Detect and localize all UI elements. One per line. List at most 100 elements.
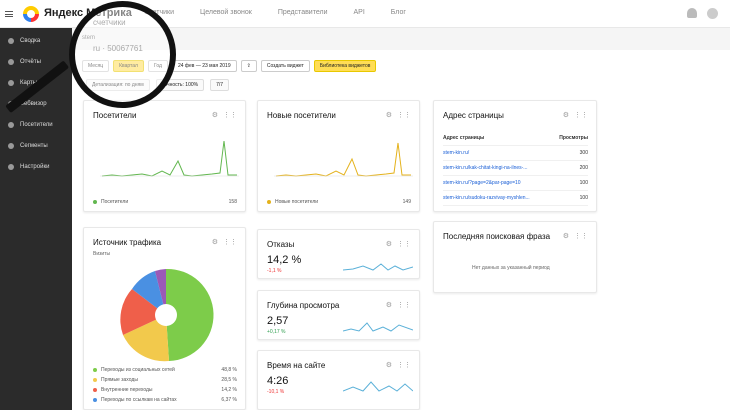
legend-dot xyxy=(93,200,97,204)
top-icons xyxy=(687,8,718,19)
legend-dot xyxy=(93,378,97,382)
widget-title: Новые посетители xyxy=(267,111,336,120)
legend-dot xyxy=(93,388,97,392)
gear-icon[interactable]: ⚙ xyxy=(211,112,218,119)
magnifier-icon: счетчики ru · 50067761 xyxy=(69,1,176,108)
legend-item: Переходы из социальных сетей xyxy=(93,367,175,373)
metric-delta: +0,17 % xyxy=(267,329,286,335)
sidebar-item-segments[interactable]: Сегменты xyxy=(0,138,72,154)
widget-library-button[interactable]: Библиотека виджетов xyxy=(313,60,377,72)
widget-title: Отказы xyxy=(267,240,295,249)
notification-icon[interactable] xyxy=(687,8,697,18)
widget-title: Глубина просмотра xyxy=(267,301,340,310)
legend-value: 28,5 % xyxy=(221,377,237,383)
drag-handle-icon[interactable]: ⋮⋮ xyxy=(397,302,411,309)
legend-value: 48,8 % xyxy=(221,367,237,373)
legend-value: 14,2 % xyxy=(221,387,237,393)
widget-tools: ⚙ ⋮⋮ xyxy=(386,240,411,248)
gear-icon[interactable]: ⚙ xyxy=(385,302,392,309)
drag-handle-icon[interactable]: ⋮⋮ xyxy=(574,112,588,119)
nav-api[interactable]: API xyxy=(353,9,365,16)
legend-value: 6,37 % xyxy=(221,397,237,403)
widget-title: Посетители xyxy=(93,111,137,120)
gear-icon[interactable]: ⚙ xyxy=(385,362,392,369)
drag-handle-icon[interactable]: ⋮⋮ xyxy=(574,233,588,240)
new-visitors-line-chart xyxy=(274,142,413,177)
dashboard-icon xyxy=(8,38,14,44)
traffic-source-widget: Источник трафика Визиты ⚙ ⋮⋮ Переходы из … xyxy=(83,227,246,410)
sidebar-item-summary[interactable]: Сводка xyxy=(0,33,72,49)
widget-tools: ⚙ ⋮⋮ xyxy=(386,361,411,369)
sidebar-item-visitors[interactable]: Посетители xyxy=(0,117,72,133)
widget-tools: ⚙ ⋮⋮ xyxy=(563,111,588,119)
metric-delta: -1,1 % xyxy=(267,268,282,274)
gear-icon[interactable]: ⚙ xyxy=(562,112,569,119)
create-widget-button[interactable]: Создать виджет xyxy=(260,60,310,72)
widget-title: Последняя поисковая фраза xyxy=(443,232,551,241)
widget-tools: ⚙ ⋮⋮ xyxy=(386,301,411,309)
drag-handle-icon[interactable]: ⋮⋮ xyxy=(223,239,237,246)
depth-widget: Глубина просмотра ⚙ ⋮⋮ 2,57 +0,17 % xyxy=(257,290,420,340)
gear-icon[interactable]: ⚙ xyxy=(211,239,218,246)
search-phrase-widget: Последняя поисковая фраза ⚙ ⋮⋮ Нет данных… xyxy=(433,221,597,293)
nav-counters[interactable]: Счетчики xyxy=(144,9,175,16)
sidebar-item-maps[interactable]: Карты xyxy=(0,75,72,91)
map-icon xyxy=(8,80,14,86)
user-icon xyxy=(8,122,14,128)
widget-tools: ⚙ ⋮⋮ xyxy=(563,232,588,240)
nav-reps[interactable]: Представители xyxy=(277,9,328,16)
widget-title: Время на сайте xyxy=(267,361,326,370)
metric-value: 4:26 xyxy=(267,375,289,387)
gear-icon[interactable]: ⚙ xyxy=(385,112,392,119)
new-visitors-value: 149 xyxy=(402,199,411,205)
metrika-logo xyxy=(23,6,39,22)
widget-tools: ⚙ ⋮⋮ xyxy=(386,111,411,119)
avatar[interactable] xyxy=(707,8,718,19)
traffic-pie-chart xyxy=(120,268,214,362)
visitors-line-chart xyxy=(100,140,239,177)
segments-icon xyxy=(8,143,14,149)
time-on-site-widget: Время на сайте ⚙ ⋮⋮ 4:26 -10,1 % xyxy=(257,350,420,410)
table-header: Адрес страницы Просмотры xyxy=(443,131,588,146)
legend-dot xyxy=(93,398,97,402)
drag-handle-icon[interactable]: ⋮⋮ xyxy=(223,112,237,119)
pages-table: Адрес страницы Просмотры stem-kin.ru/300 … xyxy=(443,131,588,206)
visitors-legend: Посетители xyxy=(93,199,128,205)
nav-blog[interactable]: Блог xyxy=(390,9,406,16)
top-navigation: Счетчики Целевой звонок Представители AP… xyxy=(144,9,406,16)
widget-title: Источник трафика xyxy=(93,238,162,247)
legend-item: Прямые заходы xyxy=(93,377,138,383)
sparkline xyxy=(343,263,413,271)
table-row: stem-kin.ru/300 xyxy=(443,146,588,161)
legend-dot xyxy=(93,368,97,372)
drag-handle-icon[interactable]: ⋮⋮ xyxy=(397,362,411,369)
lens-counter-label: счетчики xyxy=(93,18,126,27)
sidebar-item-settings[interactable]: Настройки xyxy=(0,159,72,175)
table-row: stem-kin.ru/sudoku-razvivay-myshlen... 10… xyxy=(443,191,588,206)
new-visitors-widget: Новые посетители ⚙ ⋮⋮ Новые посетители 14… xyxy=(257,100,420,212)
metric-value: 14,2 % xyxy=(267,254,302,266)
metric-delta: -10,1 % xyxy=(267,389,285,395)
filter-chip[interactable]: 7/7 xyxy=(210,79,230,91)
widget-title: Адрес страницы xyxy=(443,111,504,120)
gear-icon[interactable]: ⚙ xyxy=(385,241,392,248)
metric-value: 2,57 xyxy=(267,315,289,327)
gear-icon xyxy=(8,164,14,170)
drag-handle-icon[interactable]: ⋮⋮ xyxy=(397,112,411,119)
sidebar-item-reports[interactable]: Отчёты xyxy=(0,54,72,70)
nav-call[interactable]: Целевой звонок xyxy=(200,9,252,16)
lens-counter-id: ru · 50067761 xyxy=(93,44,143,53)
table-row: stem-kin.ru/kak-chitat-kingi-na-ilnes-..… xyxy=(443,161,588,176)
bounce-widget: Отказы ⚙ ⋮⋮ 14,2 % -1,1 % xyxy=(257,229,420,279)
visitors-widget: Посетители ⚙ ⋮⋮ Посетители 158 xyxy=(83,100,246,212)
sparkline xyxy=(343,322,413,332)
table-row: stem-kin.ru/?page=2&par-page=10 100 xyxy=(443,176,588,191)
export-button[interactable]: ⇪ xyxy=(240,60,257,72)
sparkline xyxy=(343,381,413,392)
pages-widget: Адрес страницы ⚙ ⋮⋮ Адрес страницы Просмот… xyxy=(433,100,597,212)
reports-icon xyxy=(8,59,14,65)
menu-icon[interactable] xyxy=(5,11,13,17)
drag-handle-icon[interactable]: ⋮⋮ xyxy=(397,241,411,248)
date-range-picker[interactable]: 24 фев — 23 мая 2019 xyxy=(171,60,237,72)
gear-icon[interactable]: ⚙ xyxy=(562,233,569,240)
